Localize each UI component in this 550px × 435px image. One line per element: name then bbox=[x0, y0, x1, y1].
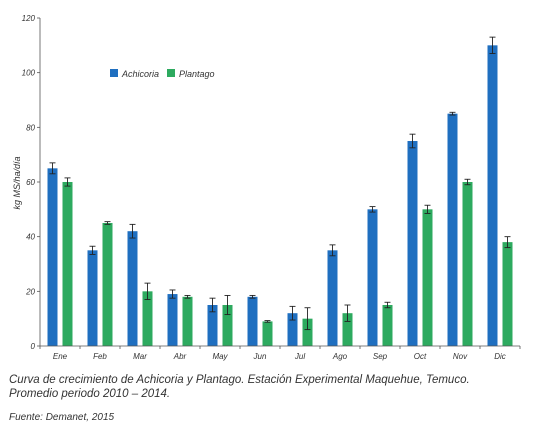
bar-plantago bbox=[182, 296, 193, 346]
bar-plantago bbox=[222, 305, 233, 346]
bar-achicoria bbox=[327, 250, 338, 346]
bar-plantago bbox=[342, 313, 353, 346]
bar-plantago bbox=[102, 223, 113, 346]
x-tick-label: Jul bbox=[294, 352, 305, 361]
caption-line-2: Promedio periodo 2010 – 2014. bbox=[9, 387, 171, 400]
bar-plantago bbox=[502, 242, 513, 346]
bar-achicoria bbox=[87, 250, 98, 346]
legend-swatch-achicoria bbox=[110, 69, 118, 77]
y-tick-label: 40 bbox=[26, 233, 35, 242]
bar-plantago bbox=[422, 209, 433, 346]
bar-achicoria bbox=[127, 231, 138, 346]
bar-achicoria bbox=[47, 168, 58, 346]
bar-plantago bbox=[62, 182, 73, 346]
figure-source: Fuente: Demanet, 2015 bbox=[9, 412, 115, 423]
bar-plantago bbox=[302, 318, 313, 346]
bar-achicoria bbox=[167, 294, 178, 346]
chart-svg: 0 20 40 60 80 100 120 Ene Feb Mar Abr May Jun Jul Ago… bbox=[12, 14, 521, 361]
bar-plantago bbox=[262, 321, 273, 346]
caption-line-1: Curva de crecimiento de Achicoria y Plan… bbox=[9, 374, 470, 386]
y-tick-label: 0 bbox=[31, 342, 36, 351]
bars bbox=[47, 36, 513, 347]
bar-plantago bbox=[142, 291, 153, 346]
bar-achicoria bbox=[287, 313, 298, 346]
x-tick-label: Abr bbox=[173, 352, 187, 361]
y-tick-label: 100 bbox=[22, 69, 36, 78]
bar-achicoria bbox=[407, 141, 418, 346]
bar-achicoria bbox=[207, 305, 218, 346]
x-tick-label: Mar bbox=[133, 352, 147, 361]
x-axis: Ene Feb Mar Abr May Jun Jul Ago Sep Oct Nov Dic bbox=[39, 345, 521, 361]
x-tick-label: Ago bbox=[332, 352, 348, 361]
figure-caption: Curva de crecimiento de Achicoria y Plan… bbox=[9, 374, 549, 401]
x-tick-label: May bbox=[212, 352, 228, 361]
y-axis: 0 20 40 60 80 100 120 bbox=[22, 14, 41, 351]
bar-achicoria bbox=[247, 296, 258, 346]
x-tick-label: Jun bbox=[253, 352, 267, 361]
legend-swatch-plantago bbox=[167, 69, 175, 77]
legend-label-achicoria: Achicoria bbox=[121, 69, 159, 79]
y-tick-label: 80 bbox=[26, 123, 35, 132]
y-axis-label: kg MS/ha/día bbox=[12, 156, 22, 209]
x-tick-label: Ene bbox=[53, 352, 68, 361]
x-tick-label: Feb bbox=[93, 352, 107, 361]
x-tick-label: Nov bbox=[453, 352, 468, 361]
x-tick-label: Sep bbox=[373, 352, 388, 361]
x-tick-label: Dic bbox=[494, 352, 506, 361]
x-tick-label: Oct bbox=[414, 352, 427, 361]
bar-plantago bbox=[382, 305, 393, 346]
bar-achicoria bbox=[487, 45, 498, 346]
legend: Achicoria Plantago bbox=[110, 69, 215, 79]
y-tick-label: 20 bbox=[25, 287, 35, 296]
bar-plantago bbox=[462, 182, 473, 346]
legend-label-plantago: Plantago bbox=[179, 69, 215, 79]
bar-achicoria bbox=[367, 209, 378, 346]
y-tick-label: 120 bbox=[22, 14, 36, 23]
y-tick-label: 60 bbox=[26, 178, 35, 187]
bar-achicoria bbox=[447, 113, 458, 347]
chart: 0 20 40 60 80 100 120 Ene Feb Mar Abr May Jun Jul Ago… bbox=[12, 14, 521, 361]
